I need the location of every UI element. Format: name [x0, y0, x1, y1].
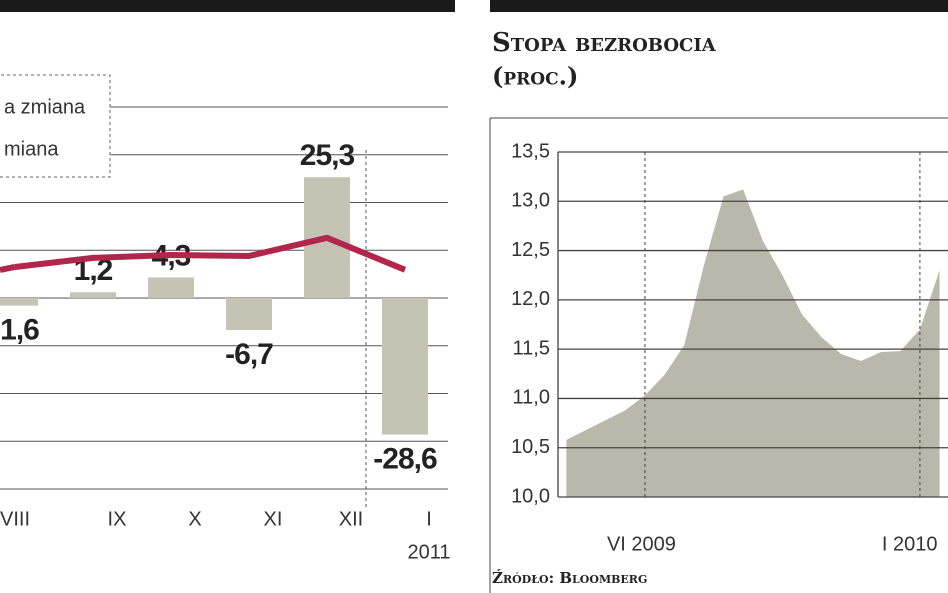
- x-tick-label: I 2010: [882, 533, 938, 555]
- legend-label: a zmiana: [4, 96, 86, 118]
- x-tick-label: VIII: [0, 508, 30, 530]
- header-bar: [0, 0, 455, 12]
- y-tick-label: 10,0: [511, 485, 550, 507]
- y-tick-label: 12,5: [511, 239, 550, 261]
- line: [14, 234, 407, 273]
- x-tick-label: XII: [339, 508, 363, 530]
- area: [566, 189, 940, 497]
- data-label: -6,7: [225, 338, 273, 371]
- legend-box: [0, 74, 111, 178]
- header-bar: [490, 0, 948, 12]
- y-tick-label: 13,5: [511, 140, 550, 162]
- chart-title: Stopa bezrobocia: [492, 28, 717, 58]
- source: Źródło: Bloomberg: [492, 569, 647, 587]
- x-tick-label: IX: [108, 508, 127, 530]
- bar: [148, 277, 194, 298]
- bar: [226, 298, 272, 330]
- y-tick-label: 12,0: [511, 288, 550, 310]
- line-lead: [0, 264, 16, 273]
- bar: [0, 298, 38, 306]
- legend-label: miana: [4, 138, 59, 160]
- y-tick-label: 13,0: [511, 190, 550, 212]
- bar: [70, 292, 116, 298]
- data-label: 25,3: [300, 139, 355, 172]
- x-tick-label: XI: [264, 508, 283, 530]
- x-tick-label: X: [188, 508, 201, 530]
- chart-subtitle: (proc.): [492, 62, 578, 91]
- x-tick-label: 2011: [407, 541, 450, 563]
- right-chart: 10,0 10,5 11,0 11,5 12,0 12,5 13,0 13,5 VI 2009 I…: [489, 117, 948, 593]
- x-tick-label: VI 2009: [607, 533, 676, 555]
- y-tick-label: 10,5: [511, 436, 550, 458]
- data-label: -28,6: [373, 442, 437, 475]
- bar: [382, 298, 428, 435]
- y-tick-label: 11,0: [513, 387, 550, 409]
- x-tick-label: I: [426, 508, 432, 530]
- data-label: -1,6: [0, 314, 39, 347]
- y-tick-label: 11,5: [513, 337, 550, 359]
